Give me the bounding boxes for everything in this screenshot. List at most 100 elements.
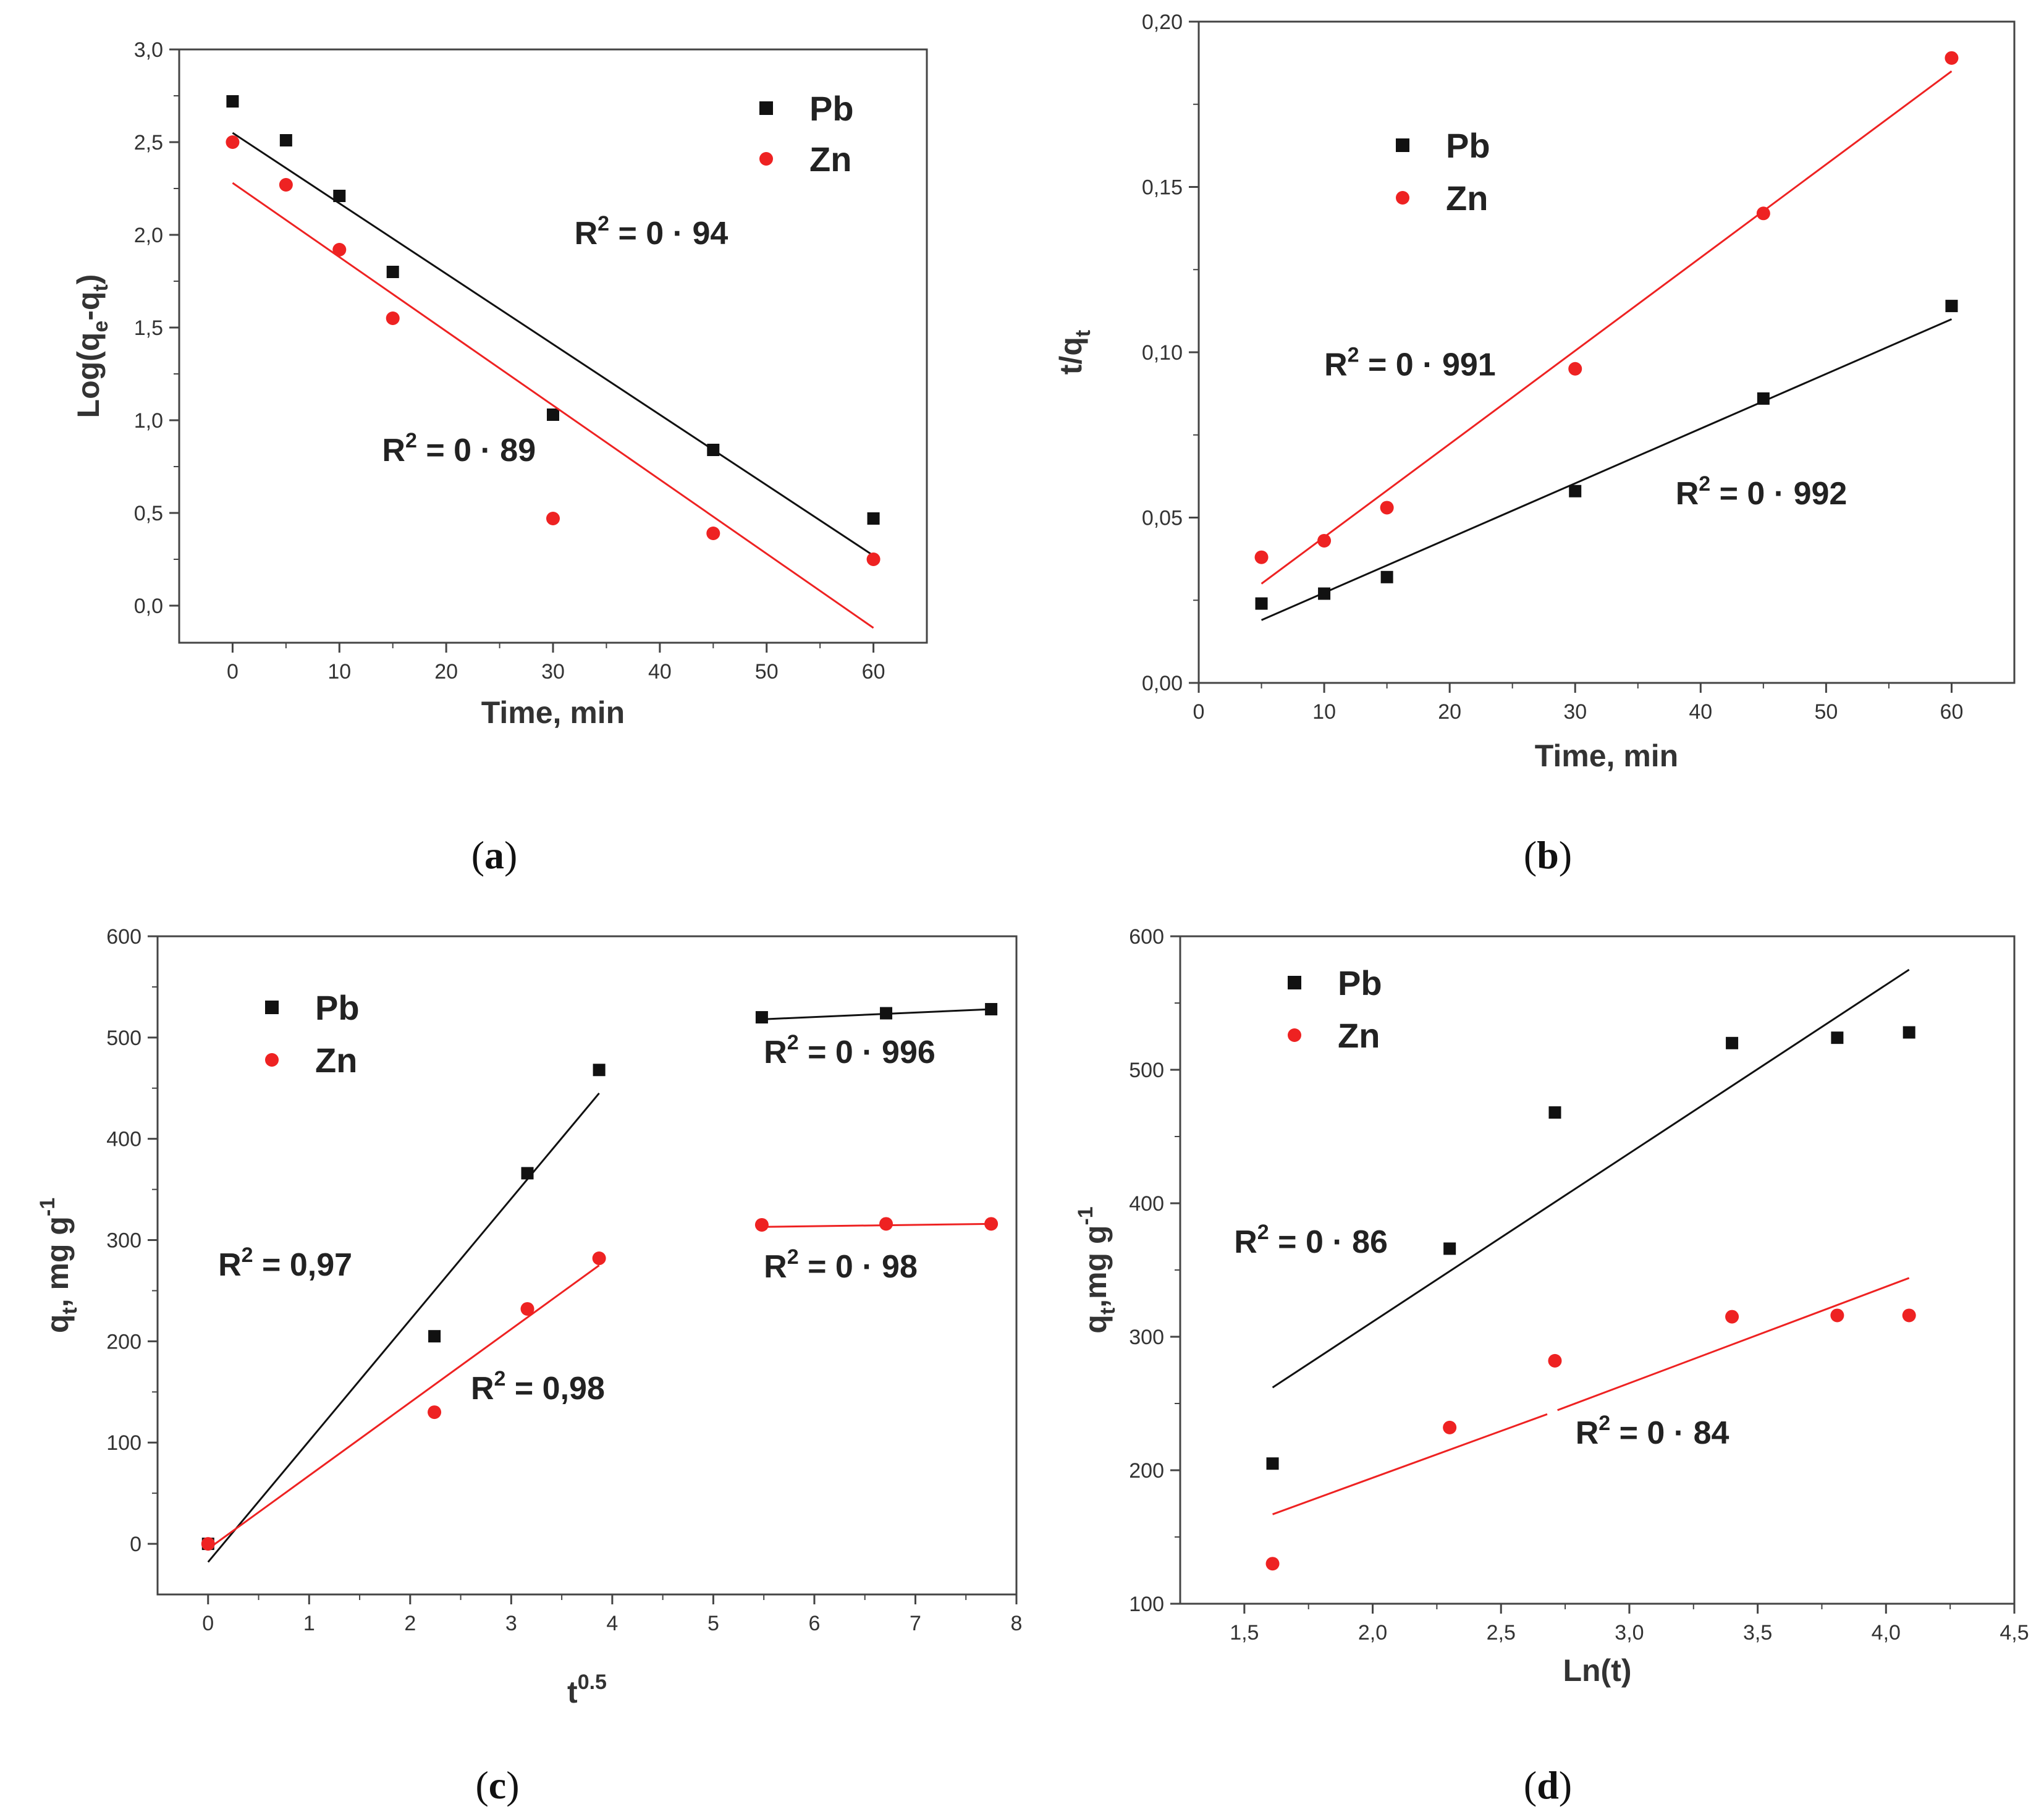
r-squared-label: R2 = 0 · 86 (1234, 1221, 1388, 1260)
data-point-zn (520, 1302, 534, 1316)
data-point-zn (984, 1217, 999, 1231)
legend-marker-zn (265, 1053, 279, 1067)
data-point-pb (1255, 597, 1268, 610)
data-point-zn (754, 1217, 769, 1232)
y-tick-label: 200 (1129, 1459, 1164, 1483)
fit-line-zn (1272, 1413, 1548, 1515)
data-point-pb (1443, 1242, 1456, 1255)
data-point-pb (1757, 392, 1770, 405)
r-squared-label: R2 = 0,97 (218, 1243, 352, 1283)
y-axis-title: qt,mg g-1 (1074, 1206, 1120, 1333)
panel-caption: (c) (475, 1763, 519, 1807)
x-tick-label: 40 (1689, 700, 1712, 724)
data-point-zn (201, 1537, 215, 1551)
x-tick-label: 1 (303, 1612, 315, 1635)
r-squared-label: R2 = 0 · 89 (382, 429, 536, 468)
y-tick-label: 600 (106, 925, 141, 949)
y-tick-label: 0,15 (1142, 176, 1183, 200)
data-point-pb (1569, 485, 1582, 497)
data-point-zn (1380, 501, 1394, 515)
data-point-pb (521, 1167, 534, 1180)
data-point-zn (1568, 362, 1582, 376)
legend-label-zn: Zn (1338, 1016, 1380, 1055)
x-tick-label: 2 (404, 1612, 416, 1635)
x-axis-title: Time, min (481, 695, 625, 730)
y-tick-label: 400 (106, 1128, 141, 1151)
x-tick-label: 3 (505, 1612, 517, 1635)
fit-line-zn (761, 1222, 992, 1228)
r-squared-label: R2 = 0 · 996 (764, 1031, 935, 1070)
data-point-pb (386, 266, 399, 278)
chart-panel-a: 0 10 20 30 40 50 60 0,0 0,5 1,0 1,5 2,0 2,5 3,0 Time, … (71, 38, 928, 877)
data-point-pb (547, 409, 559, 421)
data-point-zn (866, 552, 881, 566)
fit-line-pb (1261, 318, 1953, 621)
data-point-pb (1903, 1026, 1915, 1039)
x-tick-label: 4,0 (1872, 1621, 1901, 1645)
x-tick-label: 50 (755, 660, 779, 684)
fit-line-zn (232, 182, 874, 629)
y-axis-title: qt, mg g-1 (36, 1198, 82, 1333)
y-tick-label: 600 (1129, 925, 1164, 949)
data-point-pb (985, 1002, 998, 1015)
x-tick-label: 8 (1011, 1612, 1023, 1635)
legend-label-pb: Pb (1338, 963, 1382, 1002)
fit-line-pb (1272, 968, 1910, 1389)
x-axis-title: t0.5 (567, 1670, 607, 1709)
chart-panel-c: 0 1 2 3 4 5 6 7 8 0 100 200 300 400 500 600 t0.5 qt, mg g… (36, 925, 1022, 1807)
data-point-zn (1443, 1420, 1457, 1434)
legend-label-pb: Pb (315, 988, 360, 1027)
data-point-zn (706, 527, 720, 540)
data-point-pb (1831, 1031, 1844, 1044)
data-point-zn (279, 178, 293, 192)
x-tick-label: 1,5 (1230, 1621, 1259, 1645)
legend-marker-pb (1396, 138, 1409, 152)
x-tick-label: 20 (434, 660, 458, 684)
y-axis-title: Log(qe-qt) (71, 274, 112, 418)
data-point-zn (1902, 1308, 1916, 1323)
data-point-zn (879, 1217, 893, 1231)
y-tick-label: 3,0 (134, 38, 163, 62)
data-point-pb (1945, 300, 1958, 313)
plot-frame (1197, 20, 2016, 684)
x-tick-label: 30 (1563, 700, 1587, 724)
data-point-zn (1830, 1308, 1844, 1323)
legend-label-zn: Zn (809, 140, 851, 179)
fit-line-pb (761, 1008, 992, 1020)
data-point-pb (1380, 570, 1393, 583)
y-tick-label: 100 (1129, 1593, 1164, 1616)
x-tick-label: 2,5 (1487, 1621, 1516, 1645)
x-axis-title: Time, min (1535, 739, 1678, 773)
data-point-pb (880, 1007, 893, 1020)
x-tick-label: 20 (1438, 700, 1461, 724)
x-tick-label: 0 (227, 660, 239, 684)
x-tick-label: 3,0 (1615, 1621, 1644, 1645)
data-point-zn (386, 311, 400, 325)
y-tick-label: 2,0 (134, 224, 163, 247)
y-tick-label: 500 (1129, 1059, 1164, 1082)
x-tick-label: 50 (1814, 700, 1838, 724)
data-point-pb (333, 190, 346, 202)
data-point-zn (1317, 533, 1332, 548)
y-tick-label: 0,10 (1142, 341, 1183, 365)
data-point-zn (1548, 1353, 1562, 1368)
legend-marker-zn (1288, 1028, 1301, 1042)
x-tick-label: 4,5 (2000, 1621, 2029, 1645)
legend-marker-pb (1288, 976, 1301, 989)
fit-line-pb (207, 1093, 600, 1563)
r-squared-label: R2 = 0 · 98 (764, 1245, 918, 1285)
x-tick-label: 40 (648, 660, 672, 684)
legend-label-pb: Pb (1446, 126, 1490, 165)
data-point-zn (592, 1251, 606, 1266)
x-tick-label: 5 (707, 1612, 719, 1635)
y-tick-label: 200 (106, 1330, 141, 1353)
plot-frame (1179, 935, 2016, 1605)
x-tick-label: 2,0 (1358, 1621, 1387, 1645)
y-tick-label: 500 (106, 1027, 141, 1050)
y-tick-label: 0,05 (1142, 507, 1183, 530)
x-tick-label: 0 (202, 1612, 214, 1635)
data-point-zn (1945, 51, 1959, 65)
data-point-pb (707, 444, 720, 456)
data-point-zn (428, 1405, 442, 1420)
